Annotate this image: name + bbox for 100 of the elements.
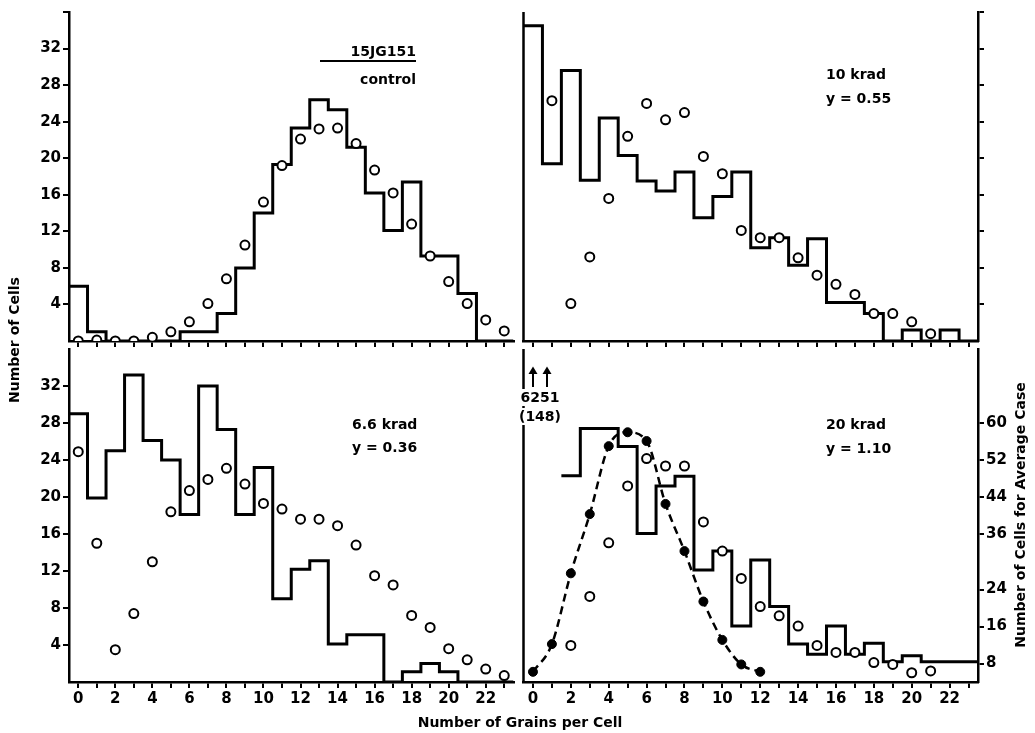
y-tick-label: 4 [50, 294, 61, 313]
point [754, 601, 766, 613]
point [754, 232, 766, 244]
x-tick-label: 20 [438, 688, 460, 707]
point [679, 546, 690, 557]
point [849, 288, 861, 300]
annotation: 20 krad [826, 416, 887, 433]
point [387, 579, 399, 591]
annotation: 6.6 krad [352, 416, 418, 433]
y-tick-label: 12 [40, 560, 61, 579]
y-tick-label: 24 [40, 111, 61, 130]
point [546, 95, 558, 107]
point [622, 427, 633, 438]
point [369, 164, 381, 176]
x-tick-label: 16 [364, 688, 386, 707]
point [887, 658, 899, 670]
point [603, 441, 614, 452]
y2-tick-label: 8 [986, 653, 997, 672]
y2-tick-label: 16 [986, 616, 1007, 635]
y-tick-label: 28 [40, 412, 61, 431]
point [128, 608, 140, 620]
point [603, 192, 615, 204]
x-tick-label: 8 [221, 688, 232, 707]
point [678, 460, 690, 472]
y-axis-title: Number of Cells [6, 277, 22, 403]
x-tick-label: 2 [565, 688, 577, 707]
point [443, 643, 455, 655]
y-tick-label: 8 [50, 257, 61, 276]
point [565, 298, 577, 310]
point [220, 462, 232, 474]
point [755, 666, 766, 677]
point [146, 556, 158, 568]
y2-axis-title: Number of Cells for Average Case [1012, 382, 1028, 648]
point [276, 160, 288, 172]
point [735, 224, 747, 236]
x-tick-label: 10 [253, 688, 274, 707]
point [165, 326, 177, 338]
point [603, 537, 615, 549]
point [546, 639, 557, 650]
annotation: 6251 [512, 389, 568, 406]
point [906, 667, 918, 679]
point [443, 276, 455, 288]
annotation: (148) [512, 408, 568, 425]
x-tick-label: 12 [290, 688, 311, 707]
point [332, 122, 344, 134]
y-tick-label: 32 [40, 38, 61, 57]
point [678, 107, 690, 119]
x-tick-label: 8 [679, 688, 690, 707]
point [239, 478, 251, 490]
x-tick-label: 0 [73, 688, 84, 707]
point [313, 123, 325, 135]
point [906, 316, 918, 328]
point [925, 328, 937, 340]
point [146, 331, 158, 341]
x-tick-label: 4 [603, 688, 614, 707]
point [350, 539, 362, 551]
x-tick-label: 14 [787, 688, 809, 707]
point [350, 138, 362, 150]
point [716, 545, 728, 557]
point [239, 239, 251, 251]
x-tick-label: 6 [184, 688, 195, 707]
point [773, 232, 785, 244]
point [641, 436, 652, 447]
point [773, 610, 785, 622]
x-tick-label: 14 [327, 688, 348, 707]
x-tick-label: 10 [711, 688, 733, 707]
annotation: control [359, 71, 416, 88]
point [660, 498, 671, 509]
point [622, 480, 634, 492]
x-tick-label: 20 [901, 688, 923, 707]
point [276, 503, 288, 515]
point [183, 485, 195, 497]
point [565, 568, 576, 579]
point [369, 570, 381, 582]
x-tick-label: 2 [110, 688, 121, 707]
y-tick-label: 20 [40, 148, 61, 167]
point [830, 646, 842, 658]
point [584, 251, 596, 263]
annotation: y = 0.55 [826, 90, 892, 107]
point [424, 250, 436, 262]
point [698, 596, 709, 607]
y-tick-label: 16 [40, 184, 61, 203]
point [697, 516, 709, 528]
y-tick-label: 4 [50, 634, 61, 653]
point [424, 621, 436, 633]
point [811, 639, 823, 651]
y2-tick-label: 24 [986, 579, 1007, 598]
point [183, 316, 195, 328]
point [792, 252, 804, 264]
y2-tick-label: 52 [986, 449, 1007, 468]
point [792, 620, 804, 632]
x-tick-label: 4 [147, 688, 158, 707]
point [480, 663, 492, 675]
y-tick-label: 20 [40, 486, 61, 505]
point [498, 325, 510, 337]
point [849, 646, 861, 658]
x-tick-label: 18 [401, 688, 423, 707]
point [717, 634, 728, 645]
point [565, 639, 577, 651]
point [257, 497, 269, 509]
